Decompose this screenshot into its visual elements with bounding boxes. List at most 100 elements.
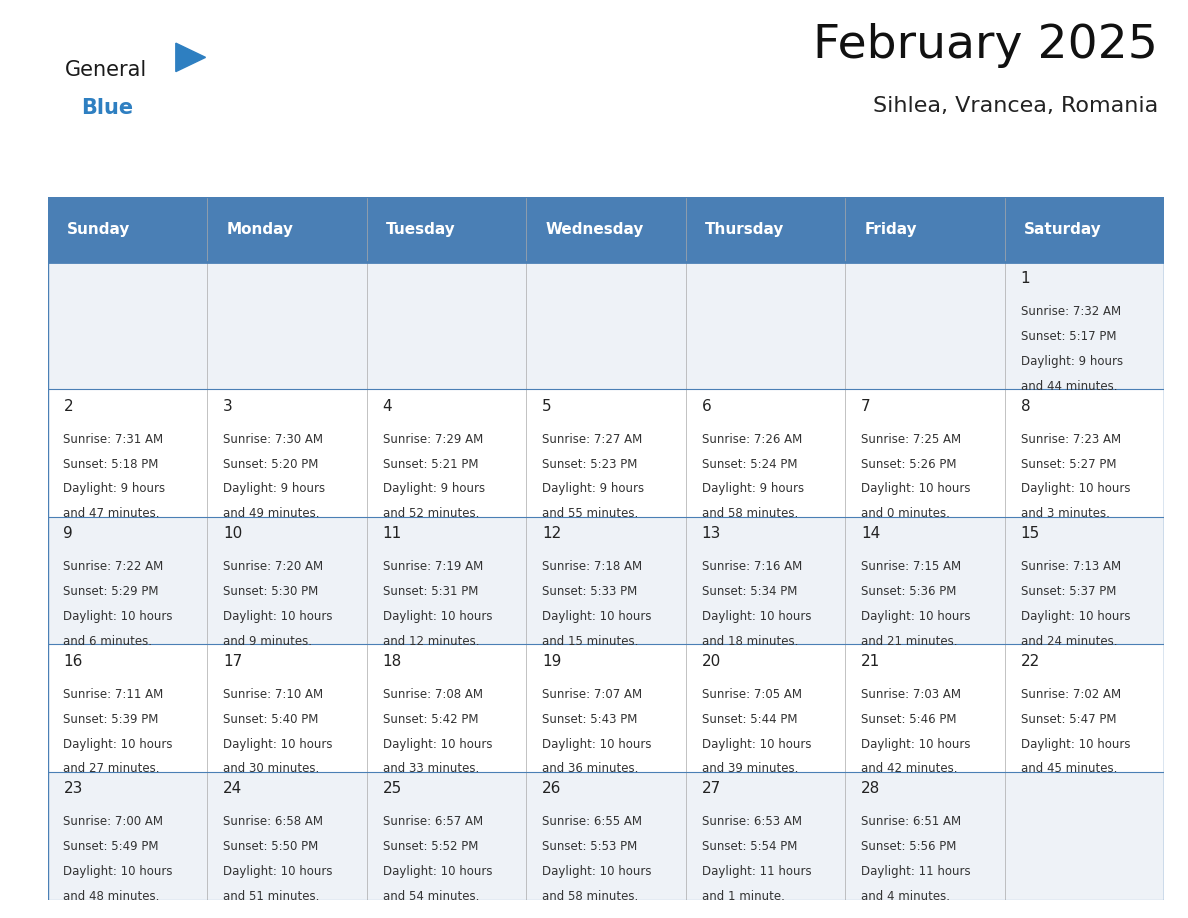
Text: 26: 26	[542, 781, 562, 797]
Text: and 30 minutes.: and 30 minutes.	[223, 763, 320, 776]
Text: Sunset: 5:24 PM: Sunset: 5:24 PM	[702, 457, 797, 471]
Text: 9: 9	[63, 526, 74, 542]
Text: Sunset: 5:23 PM: Sunset: 5:23 PM	[542, 457, 638, 471]
Text: and 4 minutes.: and 4 minutes.	[861, 890, 950, 903]
Text: Sunset: 5:18 PM: Sunset: 5:18 PM	[63, 457, 159, 471]
Text: Sunrise: 7:29 AM: Sunrise: 7:29 AM	[383, 432, 482, 445]
Text: Daylight: 9 hours: Daylight: 9 hours	[63, 482, 165, 496]
Text: Sunrise: 7:07 AM: Sunrise: 7:07 AM	[542, 688, 643, 700]
Text: Sunrise: 7:02 AM: Sunrise: 7:02 AM	[1020, 688, 1120, 700]
Text: Daylight: 10 hours: Daylight: 10 hours	[1020, 737, 1130, 751]
Text: General: General	[65, 60, 147, 80]
Text: Sunrise: 7:18 AM: Sunrise: 7:18 AM	[542, 560, 643, 573]
Text: and 54 minutes.: and 54 minutes.	[383, 890, 479, 903]
Text: and 21 minutes.: and 21 minutes.	[861, 635, 958, 648]
Text: Sunrise: 7:16 AM: Sunrise: 7:16 AM	[702, 560, 802, 573]
Bar	[48, 772, 1164, 900]
Bar	[48, 517, 1164, 644]
Text: and 15 minutes.: and 15 minutes.	[542, 635, 638, 648]
Text: Daylight: 9 hours: Daylight: 9 hours	[702, 482, 804, 496]
Text: 5: 5	[542, 398, 551, 414]
Text: 15: 15	[1020, 526, 1040, 542]
Text: and 39 minutes.: and 39 minutes.	[702, 763, 798, 776]
Text: and 24 minutes.: and 24 minutes.	[1020, 635, 1117, 648]
Text: Sunrise: 7:27 AM: Sunrise: 7:27 AM	[542, 432, 643, 445]
Text: Sunrise: 7:10 AM: Sunrise: 7:10 AM	[223, 688, 323, 700]
Text: Sunrise: 7:03 AM: Sunrise: 7:03 AM	[861, 688, 961, 700]
Text: Sunset: 5:46 PM: Sunset: 5:46 PM	[861, 712, 956, 725]
Text: Daylight: 9 hours: Daylight: 9 hours	[223, 482, 326, 496]
Text: Sunrise: 7:32 AM: Sunrise: 7:32 AM	[1020, 305, 1120, 318]
Text: 21: 21	[861, 654, 880, 669]
Text: Sunset: 5:49 PM: Sunset: 5:49 PM	[63, 840, 159, 853]
Text: Sunrise: 7:08 AM: Sunrise: 7:08 AM	[383, 688, 482, 700]
Text: Wednesday: Wednesday	[545, 222, 644, 237]
Text: and 58 minutes.: and 58 minutes.	[702, 508, 798, 521]
Text: and 51 minutes.: and 51 minutes.	[223, 890, 320, 903]
Text: Sunrise: 7:31 AM: Sunrise: 7:31 AM	[63, 432, 164, 445]
Text: 19: 19	[542, 654, 562, 669]
Text: Sunrise: 6:58 AM: Sunrise: 6:58 AM	[223, 815, 323, 828]
Text: Sunrise: 7:05 AM: Sunrise: 7:05 AM	[702, 688, 802, 700]
Text: and 48 minutes.: and 48 minutes.	[63, 890, 160, 903]
Text: Blue: Blue	[81, 98, 133, 118]
Bar	[48, 197, 1164, 262]
Text: Daylight: 10 hours: Daylight: 10 hours	[223, 737, 333, 751]
Text: and 52 minutes.: and 52 minutes.	[383, 508, 479, 521]
Text: Sunset: 5:21 PM: Sunset: 5:21 PM	[383, 457, 478, 471]
Text: Sunset: 5:29 PM: Sunset: 5:29 PM	[63, 585, 159, 599]
Text: Daylight: 10 hours: Daylight: 10 hours	[702, 610, 811, 623]
Text: 17: 17	[223, 654, 242, 669]
Text: 25: 25	[383, 781, 402, 797]
Text: and 55 minutes.: and 55 minutes.	[542, 508, 638, 521]
Bar	[48, 389, 1164, 517]
Text: Sunrise: 6:57 AM: Sunrise: 6:57 AM	[383, 815, 482, 828]
Text: Sunrise: 7:13 AM: Sunrise: 7:13 AM	[1020, 560, 1120, 573]
Text: Daylight: 11 hours: Daylight: 11 hours	[702, 865, 811, 879]
Text: and 47 minutes.: and 47 minutes.	[63, 508, 160, 521]
Text: 18: 18	[383, 654, 402, 669]
Text: 13: 13	[702, 526, 721, 542]
Text: Tuesday: Tuesday	[386, 222, 455, 237]
Text: Sunrise: 7:22 AM: Sunrise: 7:22 AM	[63, 560, 164, 573]
Text: Sunrise: 7:19 AM: Sunrise: 7:19 AM	[383, 560, 482, 573]
Text: Sunset: 5:42 PM: Sunset: 5:42 PM	[383, 712, 478, 725]
Text: Sunrise: 6:51 AM: Sunrise: 6:51 AM	[861, 815, 961, 828]
Text: and 12 minutes.: and 12 minutes.	[383, 635, 479, 648]
Text: Sunset: 5:44 PM: Sunset: 5:44 PM	[702, 712, 797, 725]
Text: 7: 7	[861, 398, 871, 414]
Text: Daylight: 9 hours: Daylight: 9 hours	[383, 482, 485, 496]
Text: Daylight: 10 hours: Daylight: 10 hours	[861, 610, 971, 623]
Text: Sunset: 5:31 PM: Sunset: 5:31 PM	[383, 585, 478, 599]
Text: Sunset: 5:34 PM: Sunset: 5:34 PM	[702, 585, 797, 599]
Text: and 0 minutes.: and 0 minutes.	[861, 508, 950, 521]
Text: Saturday: Saturday	[1024, 222, 1101, 237]
Text: Monday: Monday	[226, 222, 293, 237]
Text: Daylight: 10 hours: Daylight: 10 hours	[542, 865, 651, 879]
Text: Sunrise: 6:55 AM: Sunrise: 6:55 AM	[542, 815, 642, 828]
Text: Daylight: 10 hours: Daylight: 10 hours	[1020, 610, 1130, 623]
Text: 12: 12	[542, 526, 561, 542]
Text: 23: 23	[63, 781, 83, 797]
Text: Sihlea, Vrancea, Romania: Sihlea, Vrancea, Romania	[873, 96, 1158, 117]
Text: 10: 10	[223, 526, 242, 542]
Text: Sunrise: 7:00 AM: Sunrise: 7:00 AM	[63, 815, 164, 828]
Text: Sunset: 5:56 PM: Sunset: 5:56 PM	[861, 840, 956, 853]
Text: 11: 11	[383, 526, 402, 542]
Text: Sunset: 5:54 PM: Sunset: 5:54 PM	[702, 840, 797, 853]
Text: 3: 3	[223, 398, 233, 414]
Text: Sunset: 5:53 PM: Sunset: 5:53 PM	[542, 840, 637, 853]
Bar	[48, 644, 1164, 772]
Text: Sunrise: 7:25 AM: Sunrise: 7:25 AM	[861, 432, 961, 445]
Text: and 58 minutes.: and 58 minutes.	[542, 890, 638, 903]
Text: Sunset: 5:40 PM: Sunset: 5:40 PM	[223, 712, 318, 725]
Text: and 33 minutes.: and 33 minutes.	[383, 763, 479, 776]
Text: Sunset: 5:43 PM: Sunset: 5:43 PM	[542, 712, 638, 725]
Text: and 3 minutes.: and 3 minutes.	[1020, 508, 1110, 521]
Text: Sunrise: 7:26 AM: Sunrise: 7:26 AM	[702, 432, 802, 445]
Bar	[48, 262, 1164, 389]
Text: 6: 6	[702, 398, 712, 414]
Text: Daylight: 10 hours: Daylight: 10 hours	[63, 610, 173, 623]
Text: 28: 28	[861, 781, 880, 797]
Text: Daylight: 9 hours: Daylight: 9 hours	[1020, 355, 1123, 368]
